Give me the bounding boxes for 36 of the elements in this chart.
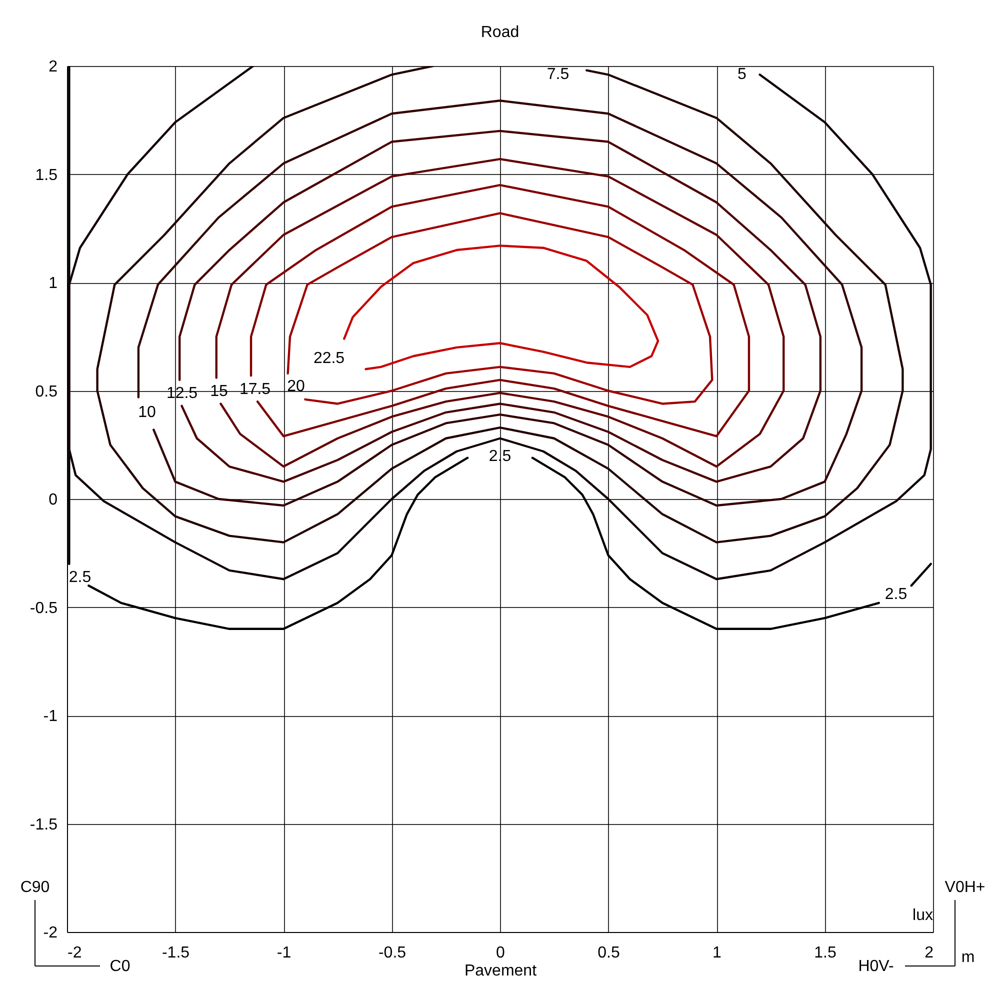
- line-series: [343, 244, 660, 370]
- annotation: lux: [912, 907, 933, 924]
- x-tick-label: 0.5: [598, 944, 620, 962]
- annotation: 10: [138, 404, 156, 421]
- x-axis-title: Pavement: [464, 962, 538, 980]
- line-series: [286, 212, 714, 405]
- y-tick-label: -2: [43, 924, 58, 942]
- y-tick-label: 2: [48, 58, 58, 76]
- x-tick-label: -1: [276, 944, 292, 962]
- y-tick-label: -0.5: [30, 600, 58, 617]
- text: V0H+: [944, 879, 986, 896]
- text: H0V-: [858, 958, 894, 975]
- annotation: 22.5: [313, 350, 345, 367]
- annotation: 7.5: [546, 66, 570, 83]
- text: C0: [110, 958, 130, 975]
- annotation: 5: [738, 66, 747, 83]
- y-tick-label: -1: [43, 708, 58, 725]
- annotation: 2.5: [884, 586, 908, 603]
- y-tick-label: 1: [48, 275, 58, 292]
- x-tick-label: 2: [924, 944, 934, 962]
- annotation: 2.5: [68, 569, 92, 586]
- x-tick-label: 1: [712, 944, 722, 962]
- text: m: [961, 949, 975, 966]
- x-tick-label: 0: [496, 944, 506, 962]
- line-series: [137, 100, 863, 507]
- y-tick-label: 0.5: [35, 383, 58, 400]
- chart-title: Road: [480, 24, 520, 41]
- y-tick-label: 1.5: [35, 166, 58, 184]
- x-tick-label: 1.5: [814, 944, 836, 962]
- x-tick-label: -1.5: [162, 944, 190, 962]
- text: C90: [20, 879, 50, 896]
- annotation: 20: [287, 378, 305, 395]
- y-tick-label: -1.5: [30, 816, 58, 834]
- x-tick-label: -2: [68, 944, 82, 962]
- x-tick-label: -0.5: [378, 944, 406, 962]
- y-tick-label: 0: [48, 492, 58, 508]
